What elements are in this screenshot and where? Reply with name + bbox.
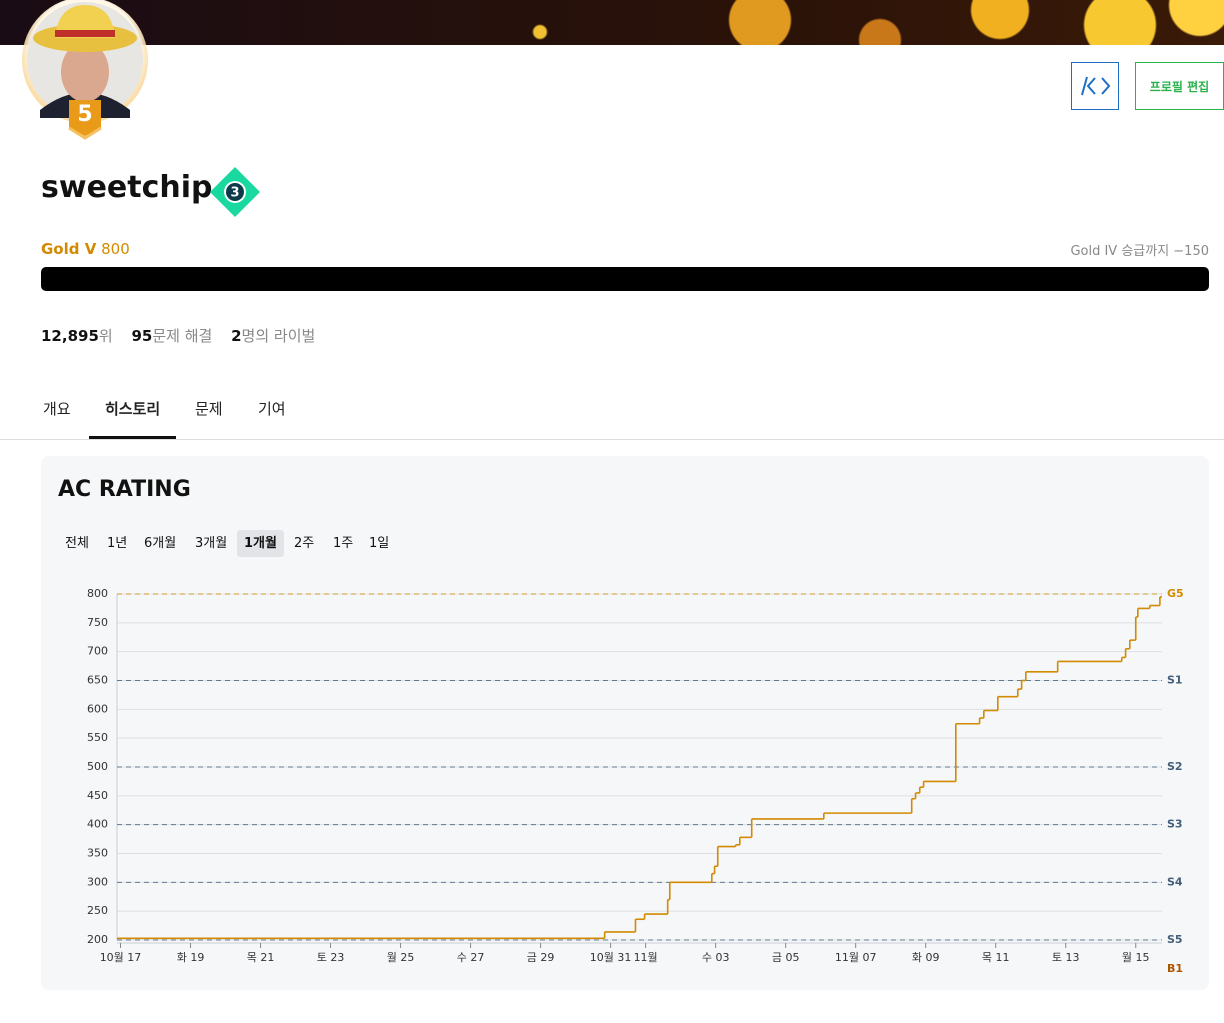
range-button[interactable]: 2주	[294, 536, 315, 551]
tab-active[interactable]: 히스토리	[105, 400, 161, 418]
x-tick-label: 10월 17	[100, 951, 142, 964]
tier-name: Gold V	[41, 240, 97, 258]
x-tick-label: 금 05	[772, 951, 800, 964]
rank-unit: 위	[98, 327, 113, 345]
range-button[interactable]: 전체	[65, 536, 89, 551]
y-tick-label: 450	[87, 789, 108, 802]
tier-label: S5	[1167, 933, 1183, 946]
username: sweetchip	[41, 170, 213, 205]
rivals-unit: 명의 라이벌	[241, 327, 316, 345]
solved: 95	[131, 327, 153, 345]
x-tick-label: 수 27	[457, 951, 485, 964]
rating: 800	[101, 240, 130, 258]
y-tick-label: 700	[87, 645, 108, 658]
y-tick-label: 500	[87, 760, 108, 773]
code-icon	[1081, 76, 1111, 96]
range-button[interactable]: 1주	[333, 536, 354, 551]
range-button[interactable]: 1년	[107, 536, 128, 551]
code-button[interactable]	[1071, 62, 1119, 110]
y-tick-label: 800	[87, 587, 108, 600]
x-tick-label: 화 09	[912, 951, 940, 964]
tier-label: S1	[1167, 674, 1183, 687]
tab-divider	[0, 439, 1224, 440]
tier-label: S2	[1167, 760, 1183, 773]
tier-label: B1	[1167, 962, 1183, 975]
tier-label: G5	[1167, 587, 1184, 600]
stats: 12,895위 95문제 해결 2명의 라이벌	[41, 325, 315, 346]
class-level: 3	[230, 186, 239, 201]
tab[interactable]: 문제	[195, 400, 223, 418]
y-tick-label: 650	[87, 674, 108, 687]
range-button[interactable]: 6개월	[144, 536, 177, 551]
tab[interactable]: 개요	[43, 400, 71, 418]
x-tick-label: 11월	[634, 951, 658, 964]
x-tick-label: 수 03	[702, 951, 730, 964]
x-tick-label: 10월 31	[590, 951, 632, 964]
y-tick-label: 600	[87, 702, 108, 715]
y-tick-label: 550	[87, 731, 108, 744]
class-badge: 3	[210, 167, 260, 217]
progress-bar	[41, 267, 1209, 291]
avatar-level: 5	[77, 102, 92, 127]
solved-unit: 문제 해결	[152, 327, 213, 345]
x-tick-label: 화 19	[177, 951, 205, 964]
x-tick-label: 토 13	[1052, 951, 1080, 964]
y-tick-label: 400	[87, 818, 108, 831]
y-tick-label: 250	[87, 904, 108, 917]
rating-card	[41, 456, 1209, 990]
x-tick-label: 목 21	[247, 951, 275, 964]
tier-label: S3	[1167, 818, 1183, 831]
x-tick-label: 토 23	[317, 951, 345, 964]
tier-label: S4	[1167, 875, 1183, 888]
y-tick-label: 350	[87, 847, 108, 860]
range-button[interactable]: 3개월	[195, 536, 228, 551]
x-tick-label: 11월 07	[835, 951, 877, 964]
avatar: 5	[22, 0, 148, 140]
x-tick-label: 월 15	[1122, 951, 1150, 964]
y-tick-label: 200	[87, 933, 108, 946]
rank: 12,895	[41, 327, 99, 345]
x-tick-label: 금 29	[527, 951, 555, 964]
range-button[interactable]: 1일	[369, 536, 390, 551]
range-button-active[interactable]: 1개월	[237, 530, 284, 557]
x-tick-label: 월 25	[387, 951, 415, 964]
x-tick-label: 목 11	[982, 951, 1010, 964]
rivals: 2	[231, 327, 242, 345]
banner	[0, 0, 1224, 45]
chart-title: AC RATING	[58, 477, 191, 502]
tier: Gold V 800	[41, 240, 130, 258]
tab[interactable]: 기여	[258, 400, 286, 418]
y-tick-label: 750	[87, 616, 108, 629]
next-tier: Gold IV 승급까지 −150	[1070, 244, 1209, 259]
y-tick-label: 300	[87, 875, 108, 888]
edit-profile-button[interactable]: 프로필 편집	[1135, 62, 1224, 110]
tab-indicator	[89, 436, 176, 439]
